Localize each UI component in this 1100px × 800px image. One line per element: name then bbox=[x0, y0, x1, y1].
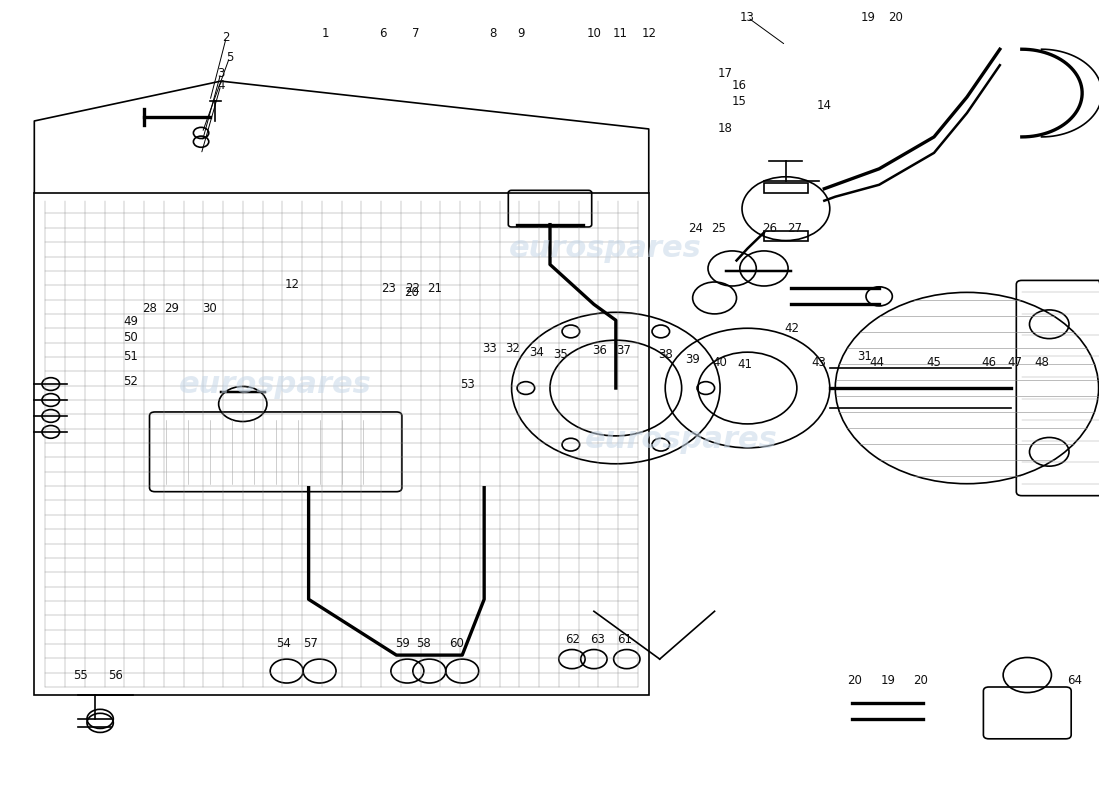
Text: 14: 14 bbox=[817, 98, 832, 111]
Text: 20: 20 bbox=[888, 11, 903, 24]
Text: 50: 50 bbox=[123, 331, 139, 344]
Text: 25: 25 bbox=[712, 222, 726, 235]
Text: 20: 20 bbox=[913, 674, 928, 687]
Text: 62: 62 bbox=[565, 633, 581, 646]
Text: 21: 21 bbox=[427, 282, 442, 295]
Text: 3: 3 bbox=[217, 66, 224, 80]
Text: 32: 32 bbox=[505, 342, 520, 354]
Text: 18: 18 bbox=[718, 122, 733, 135]
Text: 9: 9 bbox=[518, 26, 525, 40]
Text: 47: 47 bbox=[1008, 356, 1023, 369]
Text: 24: 24 bbox=[689, 222, 703, 235]
Text: 58: 58 bbox=[417, 637, 431, 650]
Text: 23: 23 bbox=[382, 282, 396, 295]
Text: 16: 16 bbox=[732, 78, 746, 91]
Text: 57: 57 bbox=[304, 637, 318, 650]
Text: 48: 48 bbox=[1034, 356, 1049, 369]
Text: 41: 41 bbox=[738, 358, 752, 370]
Text: 4: 4 bbox=[217, 78, 224, 91]
Text: 56: 56 bbox=[108, 669, 123, 682]
Text: 8: 8 bbox=[490, 26, 496, 40]
Text: 40: 40 bbox=[713, 356, 727, 369]
Text: 35: 35 bbox=[553, 348, 569, 361]
Text: 44: 44 bbox=[869, 356, 884, 369]
Text: 54: 54 bbox=[276, 637, 290, 650]
Text: 2: 2 bbox=[222, 30, 230, 44]
Text: 26: 26 bbox=[762, 222, 777, 235]
Text: 29: 29 bbox=[164, 302, 179, 315]
Text: 38: 38 bbox=[658, 348, 672, 361]
Text: 45: 45 bbox=[926, 356, 942, 369]
Text: 31: 31 bbox=[858, 350, 872, 362]
Text: 19: 19 bbox=[880, 674, 895, 687]
Text: 37: 37 bbox=[616, 344, 631, 357]
Text: 63: 63 bbox=[590, 633, 605, 646]
Text: eurospares: eurospares bbox=[508, 234, 701, 263]
Text: 43: 43 bbox=[812, 356, 826, 369]
Text: 60: 60 bbox=[449, 637, 464, 650]
Text: 52: 52 bbox=[123, 375, 139, 388]
Text: eurospares: eurospares bbox=[179, 370, 372, 398]
Text: 22: 22 bbox=[405, 282, 420, 295]
Text: eurospares: eurospares bbox=[585, 426, 778, 454]
Text: 36: 36 bbox=[592, 344, 607, 357]
Text: 20: 20 bbox=[405, 286, 419, 299]
Text: 19: 19 bbox=[860, 11, 876, 24]
Text: 64: 64 bbox=[1067, 674, 1082, 687]
Text: 1: 1 bbox=[321, 26, 329, 40]
Text: 6: 6 bbox=[379, 26, 387, 40]
Text: 53: 53 bbox=[460, 378, 475, 390]
Text: 27: 27 bbox=[788, 222, 802, 235]
Text: 20: 20 bbox=[848, 674, 862, 687]
Text: 33: 33 bbox=[482, 342, 497, 354]
Text: 42: 42 bbox=[784, 322, 799, 334]
Text: 51: 51 bbox=[123, 350, 139, 362]
Text: 11: 11 bbox=[613, 26, 628, 40]
Text: 15: 15 bbox=[732, 94, 746, 107]
Text: 59: 59 bbox=[396, 637, 410, 650]
Text: 7: 7 bbox=[412, 26, 420, 40]
Bar bbox=[764, 183, 807, 193]
Bar bbox=[764, 231, 807, 241]
Text: 39: 39 bbox=[685, 353, 700, 366]
Text: 10: 10 bbox=[586, 26, 602, 40]
Text: 30: 30 bbox=[202, 302, 217, 315]
Text: 55: 55 bbox=[73, 669, 88, 682]
Text: 5: 5 bbox=[226, 50, 233, 64]
Text: 49: 49 bbox=[123, 315, 139, 328]
Text: 34: 34 bbox=[529, 346, 544, 358]
Text: 12: 12 bbox=[285, 278, 299, 291]
Text: 46: 46 bbox=[981, 356, 997, 369]
Text: 13: 13 bbox=[740, 11, 755, 24]
Text: 12: 12 bbox=[641, 26, 657, 40]
Text: 17: 17 bbox=[718, 66, 733, 80]
Text: 61: 61 bbox=[617, 633, 632, 646]
Bar bbox=[34, 193, 649, 695]
Text: 28: 28 bbox=[142, 302, 157, 315]
